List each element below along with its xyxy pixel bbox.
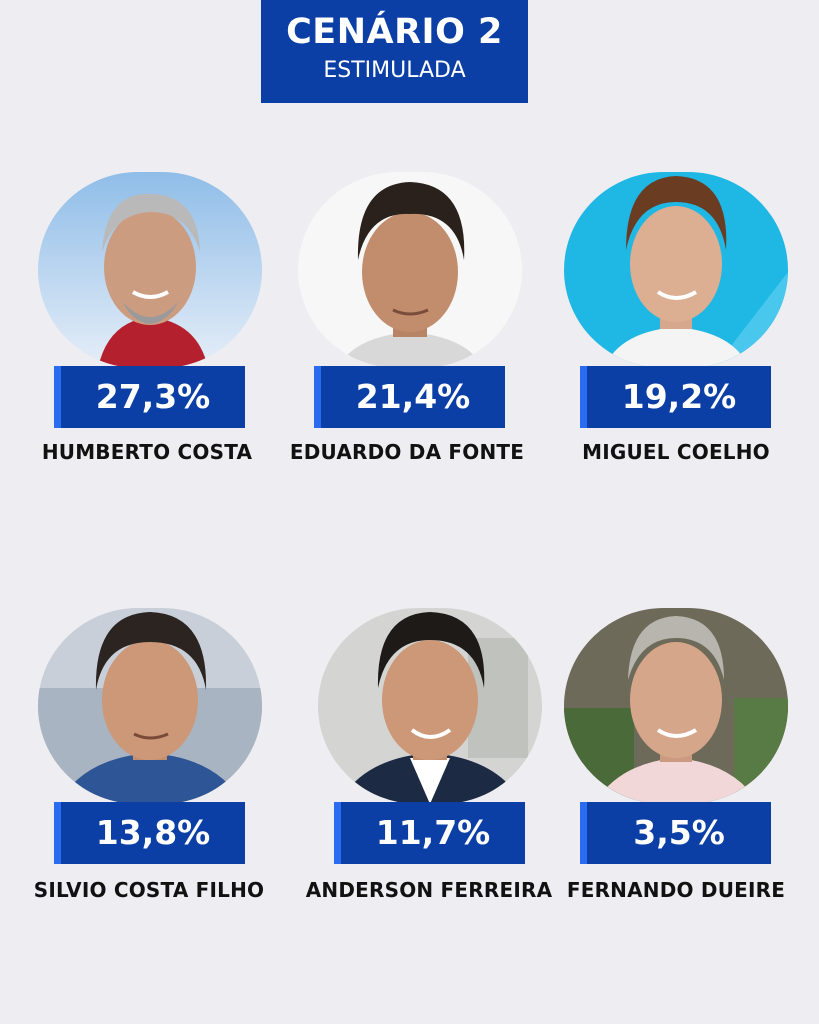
candidate-name: SILVIO COSTA FILHO	[33, 878, 265, 902]
candidate-name: HUMBERTO COSTA	[41, 440, 253, 464]
vote-percentage: 3,5%	[580, 802, 771, 864]
scenario-header: CENÁRIO 2 ESTIMULADA	[261, 0, 528, 103]
vote-percentage: 27,3%	[54, 366, 245, 428]
candidate-photo	[318, 608, 542, 804]
candidate-photo	[298, 172, 522, 368]
vote-percentage: 11,7%	[334, 802, 525, 864]
scenario-title: CENÁRIO 2	[286, 12, 503, 52]
candidate-photo	[38, 608, 262, 804]
candidate-name: ANDERSON FERREIRA	[305, 878, 553, 902]
scenario-subtitle: ESTIMULADA	[323, 58, 466, 83]
candidate-photo	[564, 608, 788, 804]
candidate-photo	[38, 172, 262, 368]
vote-percentage: 13,8%	[54, 802, 245, 864]
candidate-photo	[564, 172, 788, 368]
vote-percentage: 19,2%	[580, 366, 771, 428]
candidate-name: EDUARDO DA FONTE	[289, 440, 525, 464]
candidate-name: MIGUEL COELHO	[582, 440, 770, 464]
vote-percentage: 21,4%	[314, 366, 505, 428]
candidate-name: FERNANDO DUEIRE	[566, 878, 786, 902]
